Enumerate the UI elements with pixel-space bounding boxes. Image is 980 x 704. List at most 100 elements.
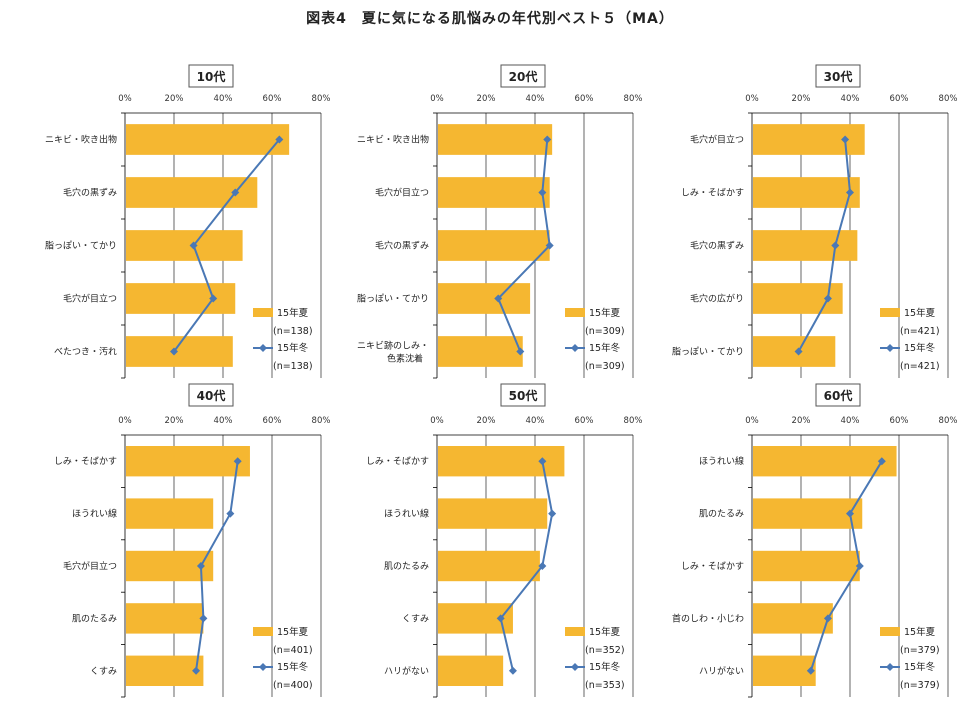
line-point [192, 666, 201, 675]
x-tick-label: 0% [118, 94, 132, 104]
x-tick-label: 20% [165, 94, 184, 104]
x-tick-label: 20% [165, 416, 184, 426]
line-point [199, 614, 208, 623]
category-label: 毛穴が目立つ [690, 134, 744, 146]
legend: 15年夏 (n=138) 15年冬 (n=138) [253, 307, 313, 372]
x-tick-label: 60% [575, 94, 594, 104]
legend-label: 15年夏 [589, 626, 621, 638]
legend-label: 15年夏 [277, 626, 309, 638]
legend-marker [571, 663, 579, 671]
category-label: 毛穴の黒ずみ [63, 187, 117, 199]
line-point [516, 347, 525, 356]
x-tick-label: 80% [624, 416, 643, 426]
category-label: くすみ [90, 666, 117, 677]
line-point [823, 294, 832, 303]
bar [753, 230, 858, 261]
page-title: 図表4 夏に気になる肌悩みの年代別ベスト５（MA） [306, 11, 674, 27]
legend-label: 15年冬 [589, 661, 621, 673]
x-tick-label: 60% [263, 416, 282, 426]
legend: 15年夏 (n=401) 15年冬 (n=400) [253, 626, 313, 691]
category-label: 脂っぽい・てかり [672, 346, 744, 358]
bar [438, 283, 531, 314]
line-point [855, 562, 864, 570]
category-label: ほうれい線 [384, 508, 429, 520]
legend-n: (n=353) [585, 680, 625, 691]
category-label: 肌のたるみ [384, 561, 429, 572]
bar [126, 230, 243, 261]
line-point [543, 135, 552, 144]
category-label: しみ・そばかす [366, 456, 429, 467]
category-label: 毛穴が目立つ [63, 293, 117, 305]
line-point [545, 241, 554, 250]
chart-title: 30代 [824, 69, 853, 84]
x-tick-label: 20% [792, 94, 811, 104]
line-point [877, 457, 886, 466]
category-label: 脂っぽい・てかり [45, 240, 117, 252]
x-tick-label: 60% [263, 94, 282, 104]
chart-title: 40代 [197, 388, 226, 403]
x-tick-label: 80% [624, 94, 643, 104]
legend: 15年夏 (n=352) 15年冬 (n=353) [565, 626, 625, 691]
legend: 15年夏 (n=421) 15年冬 (n=421) [880, 307, 940, 372]
legend-n: (n=421) [900, 326, 940, 337]
x-tick-label: 40% [526, 94, 545, 104]
legend-label: 15年冬 [277, 342, 309, 354]
chart-title-box [188, 64, 234, 88]
legend-n: (n=138) [273, 361, 313, 372]
line-point [538, 457, 547, 466]
line-point [548, 509, 557, 518]
legend-n: (n=421) [900, 361, 940, 372]
legend-label: 15年冬 [277, 661, 309, 673]
legend-label: 15年夏 [904, 307, 936, 319]
bar [753, 655, 816, 686]
line-point [275, 135, 284, 144]
x-tick-label: 20% [477, 94, 496, 104]
category-label: 肌のたるみ [72, 613, 117, 624]
legend: 15年夏 (n=309) 15年冬 (n=309) [565, 307, 625, 372]
category-label: くすみ [402, 613, 429, 624]
category-label: しみ・そばかす [681, 561, 744, 572]
legend-n: (n=352) [585, 645, 625, 656]
category-label: べたつき・汚れ [54, 346, 117, 358]
bar [438, 177, 550, 208]
legend-marker [886, 663, 894, 671]
line-point [494, 294, 503, 303]
legend-label: 15年冬 [589, 342, 621, 354]
legend-label: 15年夏 [277, 307, 309, 319]
bar [126, 655, 204, 686]
category-label: 脂っぽい・てかり [357, 293, 429, 305]
category-label: ニキビ・吹き出物 [357, 134, 429, 146]
category-label: 毛穴の黒ずみ [690, 240, 744, 252]
legend-label: 15年夏 [904, 626, 936, 638]
legend-swatch-bar [253, 308, 273, 317]
line-point [189, 241, 198, 250]
x-tick-label: 0% [430, 416, 444, 426]
legend-label: 15年冬 [904, 661, 936, 673]
line-point [196, 562, 205, 570]
legend-swatch-bar [880, 627, 900, 636]
category-label: しみ・そばかす [54, 456, 117, 467]
chart-title: 10代 [197, 69, 226, 84]
category-label-line2: 色素沈着 [387, 353, 423, 365]
chart-title: 20代 [509, 69, 538, 84]
legend-swatch-bar [565, 627, 585, 636]
chart-panel: 40代 0% 20% 40% 60% 80% しみ・そばかすほうれい線毛穴が目立つ肌のたるみ… [54, 383, 331, 698]
line-point [841, 135, 850, 144]
bar [753, 336, 836, 367]
legend-label: 15年冬 [904, 342, 936, 354]
x-tick-label: 0% [118, 416, 132, 426]
category-label: 毛穴が目立つ [375, 187, 429, 199]
line-point [794, 347, 803, 356]
category-label: 毛穴の広がり [690, 293, 744, 305]
legend-label: 15年夏 [589, 307, 621, 319]
chart-title-box [188, 383, 234, 407]
x-tick-label: 0% [430, 94, 444, 104]
line-point [170, 347, 178, 356]
bar [753, 446, 897, 477]
legend-marker [259, 663, 267, 671]
x-tick-label: 80% [939, 94, 958, 104]
bar [438, 230, 550, 261]
legend-n: (n=379) [900, 645, 940, 656]
x-tick-label: 80% [312, 416, 331, 426]
line-point [233, 457, 242, 466]
